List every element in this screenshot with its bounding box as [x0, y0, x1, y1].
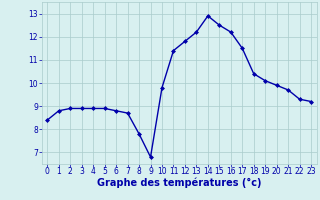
X-axis label: Graphe des températures (°c): Graphe des températures (°c) [97, 178, 261, 188]
